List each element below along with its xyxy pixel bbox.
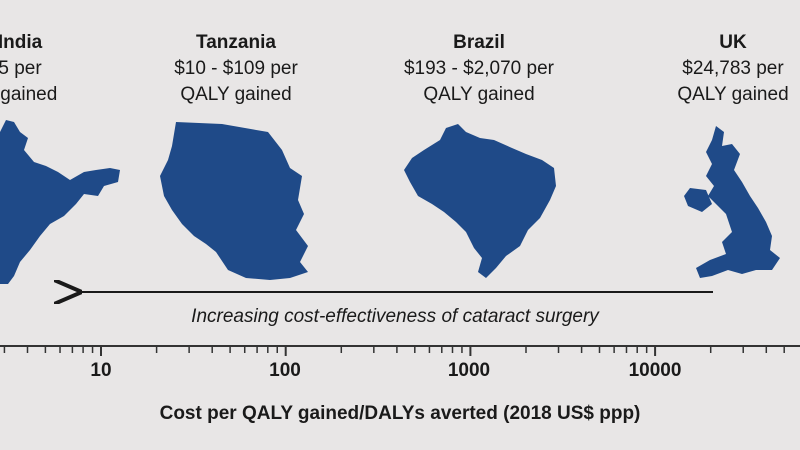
country-name: Brazil (453, 32, 505, 53)
country-name: India (0, 32, 43, 53)
country-label-brazil: Brazil $193 - $2,070 per QALY gained (389, 30, 569, 108)
country-cost-line: 5 per (0, 58, 42, 79)
country-name: UK (719, 32, 747, 53)
x-axis-ticks (3, 346, 785, 356)
country-cost-line: $10 - $109 per (174, 58, 298, 79)
brazil-map (404, 124, 556, 278)
country-cost-line: Y gained (0, 84, 58, 105)
x-tick-label: 100 (269, 360, 301, 381)
country-cost-line: QALY gained (423, 84, 535, 105)
tanzania-map (160, 122, 308, 280)
x-tick-label: 1000 (447, 360, 491, 381)
country-name: Tanzania (196, 32, 276, 53)
uk-map (684, 126, 780, 278)
x-tick-label: 10000 (628, 360, 682, 381)
x-tick-label: 10 (90, 360, 112, 381)
country-cost-line: $24,783 per (682, 58, 784, 79)
arrow-caption: Increasing cost-effectiveness of catarac… (191, 306, 599, 327)
country-cost-line: QALY gained (677, 84, 789, 105)
country-cost-line: QALY gained (180, 84, 292, 105)
country-label-tanzania: Tanzania $10 - $109 per QALY gained (146, 30, 326, 108)
x-axis-title: Cost per QALY gained/DALYs averted (2018… (159, 403, 641, 424)
country-label-uk: UK $24,783 per QALY gained (643, 30, 800, 108)
india-map (0, 120, 120, 284)
country-label-india: India 5 per Y gained (0, 30, 110, 108)
country-cost-line: $193 - $2,070 per (403, 58, 554, 79)
